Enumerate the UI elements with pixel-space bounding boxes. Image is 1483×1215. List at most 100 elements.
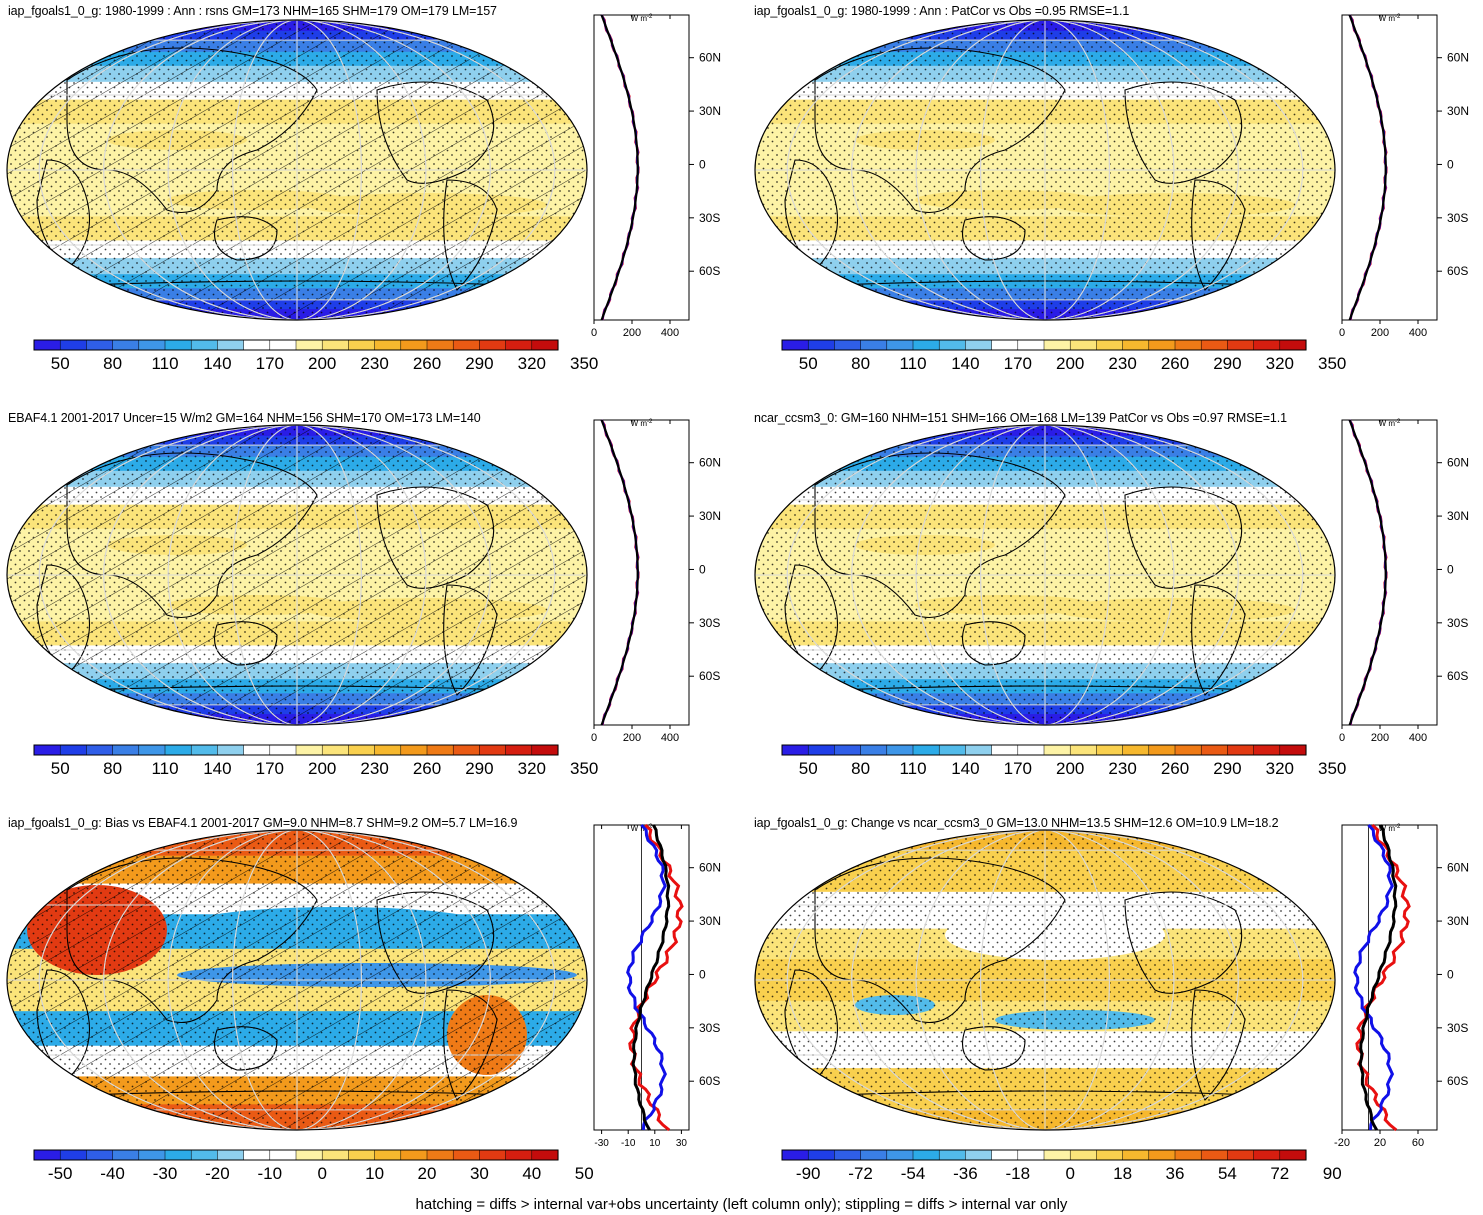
- colorbar-tick-label: 40: [522, 1164, 541, 1183]
- colorbar-tick-label: 320: [1266, 759, 1294, 778]
- colorbar-tick-label: 10: [365, 1164, 384, 1183]
- lat-label: 30N: [1447, 914, 1469, 928]
- profile-tick-label: 400: [1409, 732, 1427, 744]
- profile-tick-label: 0: [1339, 732, 1345, 744]
- panel-title: ncar_ccsm3_0: GM=160 NHM=151 SHM=166 OM=…: [754, 411, 1287, 425]
- colorbar: 50 80 110 140 170 200 230 260 290 320 350: [781, 339, 1346, 373]
- profile-tick-label: 20: [1374, 1137, 1386, 1149]
- lat-label: 0: [1447, 157, 1454, 171]
- colorbar-tick-label: 54: [1218, 1164, 1237, 1183]
- colorbar-tick-label: 140: [203, 759, 231, 778]
- colorbar-tick-label: 230: [360, 354, 388, 373]
- profile-line-red: [628, 823, 684, 1132]
- profile-tick-label: 200: [623, 732, 641, 744]
- profile-line-black: [1358, 824, 1398, 1131]
- profile-tick-label: 30: [676, 1138, 688, 1149]
- colorbar-tick-label: 260: [1161, 354, 1189, 373]
- colorbar-tick-label: 170: [1004, 759, 1032, 778]
- colorbar-tick-label: 140: [203, 354, 231, 373]
- colorbar-tick-label: 320: [1266, 354, 1294, 373]
- lat-label: 30N: [699, 509, 721, 523]
- colorbar-tick-label: 50: [575, 1164, 594, 1183]
- colorbar-tick-label: 36: [1166, 1164, 1185, 1183]
- colorbar-tick-label: 30: [470, 1164, 489, 1183]
- zonal-profile: W m-2 60N 30N 0 30S 60S -20 20 60: [1334, 823, 1469, 1149]
- profile-tick-label: 200: [1371, 732, 1389, 744]
- colorbar-tick-label: 0: [1065, 1164, 1074, 1183]
- colorbar: -90 -72 -54 -36 -18 0 18 36 54 72 90: [781, 1149, 1342, 1183]
- lat-label: 60S: [1447, 1074, 1468, 1088]
- colorbar-tick-label: 350: [1318, 759, 1346, 778]
- colorbar-tick-label: 200: [1056, 354, 1084, 373]
- map-outline: [6, 19, 588, 321]
- colorbar-tick-label: 230: [360, 759, 388, 778]
- profile-tick-label: 200: [623, 327, 641, 339]
- profile-tick-label: 400: [1409, 327, 1427, 339]
- profile-unit: W m-2: [1379, 14, 1401, 23]
- colorbar-tick-label: 72: [1270, 1164, 1289, 1183]
- panel-obs-ebaf: EBAF4.1 2001-2017 Uncer=15 W/m2 GM=164 N…: [0, 405, 735, 800]
- colorbar-tick-label: 0: [317, 1164, 326, 1183]
- zonal-profile: W m-2 60N 30N 0 30S 60S 0 200 400: [591, 419, 721, 744]
- lat-label: 60N: [1447, 456, 1469, 470]
- colorbar-tick-label: 290: [465, 759, 493, 778]
- colorbar-tick-label: 260: [413, 354, 441, 373]
- colorbar-tick-label: 110: [151, 759, 178, 778]
- zonal-profile: W m-2 60N 30N 0 30S 60S 0 200 400: [1339, 14, 1469, 339]
- colorbar-tick-label: 290: [1213, 759, 1241, 778]
- profile-tick-label: 200: [1371, 327, 1389, 339]
- lat-label: 60S: [1447, 669, 1468, 683]
- colorbar-tick-label: 18: [1113, 1164, 1132, 1183]
- profile-line-red: [1355, 823, 1411, 1132]
- profile-line-blue: [1353, 823, 1395, 1131]
- figure-footnote: hatching = diffs > internal var+obs unce…: [415, 1196, 1068, 1213]
- lat-label: 0: [1447, 967, 1454, 981]
- zonal-profile: W m-2 60N 30N 0 30S 60S 0 200 400: [1339, 419, 1469, 744]
- profile-line-blue: [626, 823, 667, 1131]
- colorbar-tick-label: 200: [1056, 759, 1084, 778]
- panel-model-patcor: iap_fgoals1_0_g: 1980-1999 : Ann : PatCo…: [748, 0, 1483, 395]
- lat-label: 60S: [699, 1074, 720, 1088]
- lat-label: 60S: [1447, 264, 1468, 278]
- profile-tick-label: 400: [661, 732, 679, 744]
- panel-graphics: 50 80 110 140 170 200 230 260 290 320 350 W m-2 60N 3…: [754, 14, 1469, 373]
- colorbar-tick-label: 320: [518, 354, 546, 373]
- profile-unit: W m-2: [1379, 419, 1401, 428]
- map-outline: [6, 424, 588, 726]
- map-outline: [754, 424, 1336, 726]
- colorbar-tick-label: 170: [1004, 354, 1032, 373]
- lat-label: 30S: [699, 1021, 720, 1035]
- panel-change: iap_fgoals1_0_g: Change vs ncar_ccsm3_0 …: [748, 810, 1483, 1205]
- panel-bias: iap_fgoals1_0_g: Bias vs EBAF4.1 2001-20…: [0, 810, 735, 1205]
- colorbar-tick-label: -10: [258, 1164, 283, 1183]
- colorbar: 50 80 110 140 170 200 230 260 290 320 350: [781, 744, 1346, 778]
- panel-title: iap_fgoals1_0_g: Bias vs EBAF4.1 2001-20…: [8, 816, 518, 830]
- profile-tick-label: 0: [591, 327, 597, 339]
- panel-title: EBAF4.1 2001-2017 Uncer=15 W/m2 GM=164 N…: [8, 411, 481, 425]
- lat-label: 30N: [699, 914, 721, 928]
- colorbar-tick-label: 20: [418, 1164, 437, 1183]
- colorbar: 50 80 110 140 170 200 230 260 290 320 350: [33, 339, 598, 373]
- colorbar-tick-label: -20: [205, 1164, 230, 1183]
- map-outline: [754, 829, 1336, 1131]
- profile-line-black: [600, 14, 639, 321]
- profile-tick-label: 0: [1339, 327, 1345, 339]
- panel-graphics: -50 -40 -30 -20 -10 0 10 20 30 40 50W m-260N30N030…: [6, 823, 721, 1183]
- lat-label: 60N: [1447, 861, 1469, 875]
- colorbar-tick-label: 50: [799, 354, 818, 373]
- colorbar-tick-label: 110: [899, 759, 926, 778]
- profile-tick-label: 60: [1412, 1137, 1424, 1149]
- colorbar-tick-label: 200: [308, 759, 336, 778]
- colorbar-tick-label: 230: [1108, 759, 1136, 778]
- panel-graphics: 50 80 110 140 170 200 230 260 290 320 350 W m-2 60N 3…: [6, 14, 721, 373]
- colorbar-tick-label: 110: [151, 354, 178, 373]
- colorbar-tick-label: 170: [256, 759, 284, 778]
- lat-label: 60S: [699, 669, 720, 683]
- profile-tick-label: 400: [661, 327, 679, 339]
- map-outline: [6, 829, 588, 1131]
- colorbar-tick-label: 50: [51, 354, 70, 373]
- colorbar-tick-label: 110: [899, 354, 926, 373]
- panel-title: iap_fgoals1_0_g: Change vs ncar_ccsm3_0 …: [754, 816, 1279, 830]
- zonal-profile: W m-2 60N 30N 0 30S 60S 0 200 400: [591, 14, 721, 339]
